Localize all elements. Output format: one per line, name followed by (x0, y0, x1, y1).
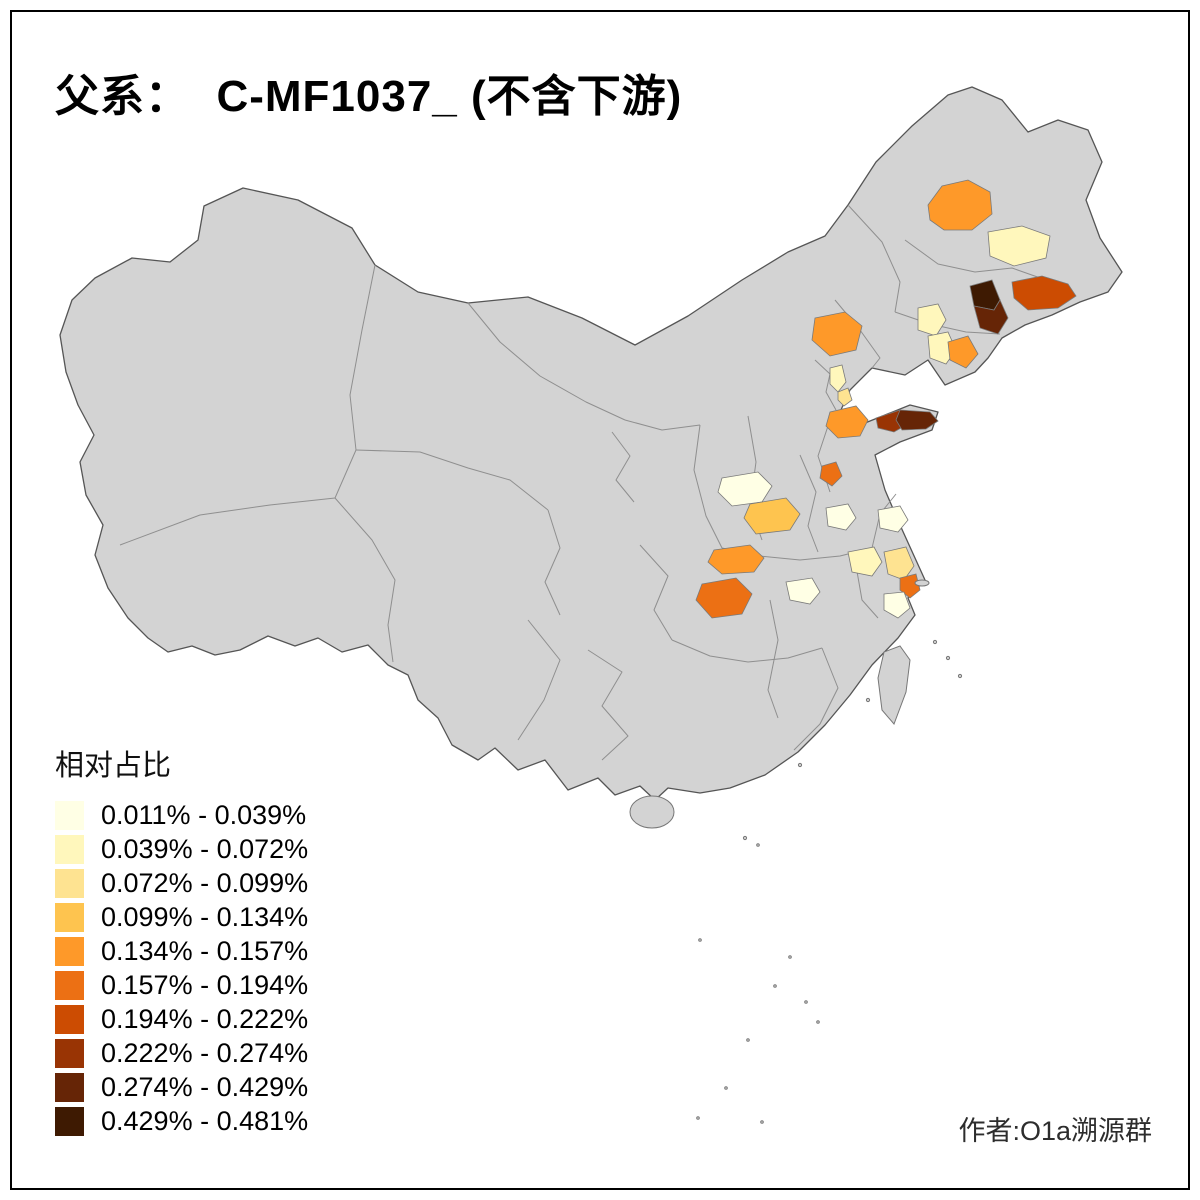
legend-row: 0.222% - 0.274% (55, 1036, 308, 1070)
map-region-w-henan (743, 497, 801, 535)
legend-entries: 0.011% - 0.039% 0.039% - 0.072% 0.072% - 0… (55, 798, 308, 1138)
legend-label: 0.134% - 0.157% (101, 935, 309, 966)
legend-row: 0.072% - 0.099% (55, 866, 308, 900)
legend-swatch (55, 1072, 84, 1102)
legend-swatch (55, 970, 84, 1000)
legend-label: 0.011% - 0.039% (101, 799, 307, 830)
chongming-island (914, 579, 930, 587)
map-region-n-henan-dot (819, 461, 843, 487)
map-region-nw-heilongjiang (927, 179, 993, 231)
legend-row: 0.134% - 0.157% (55, 934, 308, 968)
map-region-c-hubei-pale (785, 577, 821, 605)
legend-row: 0.429% - 0.481% (55, 1104, 308, 1138)
legend-swatch (55, 1004, 84, 1034)
legend-swatch (55, 800, 84, 830)
legend-swatch (55, 1106, 84, 1136)
map-region-shandong-peninsula-e (895, 409, 939, 431)
legend-row: 0.099% - 0.134% (55, 900, 308, 934)
legend-swatch (55, 868, 84, 898)
map-region-c-henan-pale (825, 503, 857, 531)
legend-swatch (55, 936, 84, 966)
legend-row: 0.194% - 0.222% (55, 1002, 308, 1036)
map-region-nw-shandong (825, 405, 869, 439)
map-region-s-jiangsu (883, 546, 915, 581)
map-region-w-liaoning (811, 311, 863, 357)
map-region-se-liaoning (947, 335, 979, 369)
map-title: 父系： C-MF1037_ (不含下游) (55, 72, 683, 121)
hainan-island (629, 795, 675, 829)
legend-row: 0.039% - 0.072% (55, 832, 308, 866)
legend-label: 0.194% - 0.222% (101, 1003, 309, 1034)
legend-swatch (55, 902, 84, 932)
attribution-text: 作者:O1a溯源群 (958, 1116, 1152, 1146)
legend-label: 0.222% - 0.274% (101, 1037, 309, 1068)
map-region-nw-hubei (695, 577, 753, 619)
legend-label: 0.072% - 0.099% (101, 867, 309, 898)
map-region-tianjin-sliver (837, 387, 853, 407)
highlighted-regions (695, 179, 1077, 619)
legend-title: 相对占比 (55, 750, 172, 782)
map-region-e-heilongjiang (987, 225, 1051, 267)
legend-row: 0.157% - 0.194% (55, 968, 308, 1002)
legend-label: 0.429% - 0.481% (101, 1105, 309, 1136)
map-region-n-zhejiang-slice (899, 573, 921, 599)
legend-row: 0.274% - 0.429% (55, 1070, 308, 1104)
map-region-c-anhui-pale (847, 546, 883, 577)
map-region-nw-zhejiang-pale (883, 591, 911, 619)
legend-label: 0.274% - 0.429% (101, 1071, 309, 1102)
map-region-n-anhui-pale (877, 505, 909, 533)
legend-row: 0.011% - 0.039% (55, 798, 308, 832)
map-region-s-shaanxi (707, 544, 765, 575)
legend-label: 0.157% - 0.194% (101, 969, 309, 1000)
map-region-liaoning-pale-a (917, 303, 947, 337)
china-mainland (59, 86, 1123, 801)
taiwan-island (877, 645, 911, 725)
map-region-e-jilin (1011, 275, 1077, 311)
map-region-beijing-sliver (829, 364, 847, 393)
legend: 相对占比 0.011% - 0.039% 0.039% - 0.072% 0.072… (55, 742, 308, 1138)
islands (629, 579, 963, 1124)
legend-label: 0.099% - 0.134% (101, 901, 309, 932)
legend-label: 0.039% - 0.072% (101, 833, 309, 864)
legend-swatch (55, 834, 84, 864)
map-region-jilin-dark (973, 299, 1009, 335)
legend-swatch (55, 1038, 84, 1068)
